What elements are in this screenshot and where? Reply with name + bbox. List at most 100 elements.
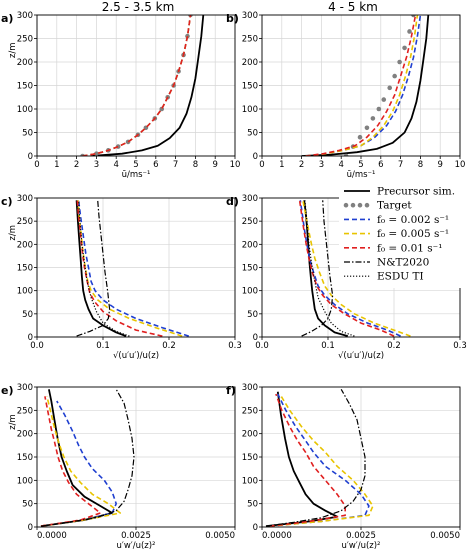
series-line-f-0-005-s bbox=[269, 393, 374, 527]
x-tick-label: 0.1 bbox=[321, 341, 335, 351]
y-tick-label: 50 bbox=[22, 500, 33, 510]
y-tick-label: 100 bbox=[17, 287, 33, 297]
y-tick-label: 100 bbox=[17, 105, 33, 115]
x-tick-label: 0.0050 bbox=[430, 531, 460, 541]
x-tick-label: 0 bbox=[34, 160, 39, 170]
column-title-right: 4 - 5 km bbox=[328, 0, 378, 14]
series-target-points bbox=[343, 15, 416, 156]
series-line-f-0-005-s bbox=[302, 200, 411, 337]
x-axis-label: u′w′/u(z)² bbox=[342, 541, 381, 551]
series-layer bbox=[75, 200, 190, 337]
x-tick-label: 6 bbox=[378, 160, 383, 170]
series-line-f-0-01-s bbox=[305, 15, 417, 156]
target-point bbox=[185, 33, 190, 39]
y-tick-label: 200 bbox=[242, 240, 258, 250]
x-tick-label: 0.0025 bbox=[346, 531, 376, 541]
x-tick-label: 8 bbox=[418, 160, 423, 170]
series-line-f-0-005-s bbox=[40, 396, 121, 527]
series-line-esdu-ti bbox=[78, 200, 130, 337]
panel-label: a) bbox=[1, 12, 13, 25]
series-layer bbox=[40, 389, 135, 527]
target-point bbox=[357, 134, 363, 140]
y-tick-label: 0 bbox=[28, 523, 33, 533]
x-tick-label: 0.1 bbox=[96, 341, 110, 351]
series-layer bbox=[80, 15, 205, 156]
x-tick-label: 6 bbox=[153, 160, 158, 170]
target-point bbox=[370, 116, 376, 121]
x-tick-label: 0.2 bbox=[387, 341, 401, 351]
series-target-points bbox=[80, 15, 193, 156]
legend-label: Precursor sim. bbox=[377, 186, 455, 198]
y-tick-label: 150 bbox=[17, 453, 33, 463]
y-tick-label: 50 bbox=[22, 310, 33, 320]
series-line-f-0-002-s bbox=[77, 200, 190, 337]
y-tick-label: 300 bbox=[242, 194, 258, 204]
x-tick-label: 10 bbox=[455, 160, 466, 170]
target-point bbox=[397, 59, 402, 65]
series-line-f-0-01-s bbox=[298, 200, 395, 337]
legend-marker-target bbox=[343, 202, 349, 208]
x-tick-label: 2 bbox=[299, 160, 304, 170]
y-tick-label: 100 bbox=[17, 476, 33, 486]
x-tick-label: 9 bbox=[437, 160, 442, 170]
y-axis-label: z/m bbox=[8, 225, 18, 241]
y-tick-label: 250 bbox=[242, 35, 258, 45]
x-tick-label: 9 bbox=[212, 160, 217, 170]
series-line-precursor-sim bbox=[265, 391, 339, 527]
x-tick-label: 7 bbox=[173, 160, 178, 170]
y-tick-label: 200 bbox=[17, 58, 33, 68]
series-line-f-0-01-s bbox=[82, 15, 192, 156]
series-line-precursor-sim bbox=[75, 200, 127, 337]
legend: Precursor sim. Target f₀ = 0.002 s⁻¹ f₀ = 0… bbox=[339, 184, 473, 288]
x-tick-label: 0.2 bbox=[162, 341, 176, 351]
y-tick-label: 200 bbox=[17, 430, 33, 440]
legend-label: f₀ = 0.005 s⁻¹ bbox=[377, 228, 449, 240]
target-point bbox=[376, 106, 382, 112]
x-tick-label: 0.0025 bbox=[121, 531, 151, 541]
x-tick-label: 0.0000 bbox=[37, 531, 67, 541]
y-tick-label: 50 bbox=[22, 129, 33, 139]
series-line-esdu-ti bbox=[304, 200, 355, 337]
y-tick-label: 150 bbox=[242, 453, 258, 463]
target-point bbox=[364, 125, 370, 131]
y-tick-label: 0 bbox=[253, 152, 258, 162]
y-tick-label: 300 bbox=[242, 383, 258, 393]
x-tick-label: 0.0 bbox=[255, 341, 269, 351]
x-axis-label: ū/ms⁻¹ bbox=[122, 170, 151, 180]
series-layer bbox=[298, 200, 411, 337]
target-point bbox=[387, 85, 393, 91]
y-tick-label: 100 bbox=[242, 105, 258, 115]
y-tick-label: 300 bbox=[17, 11, 33, 21]
y-tick-label: 200 bbox=[17, 240, 33, 250]
series-line-f-0-01-s bbox=[76, 200, 163, 337]
legend-marker-target bbox=[364, 202, 370, 208]
x-tick-label: 10 bbox=[230, 160, 241, 170]
x-tick-label: 0.0000 bbox=[262, 531, 292, 541]
y-tick-label: 250 bbox=[242, 406, 258, 416]
column-title-left: 2.5 - 3.5 km bbox=[102, 0, 175, 14]
y-tick-label: 50 bbox=[247, 310, 258, 320]
y-tick-label: 150 bbox=[17, 82, 33, 92]
target-point bbox=[94, 151, 99, 156]
x-tick-label: 3 bbox=[94, 160, 99, 170]
legend-marker-target bbox=[350, 202, 356, 208]
x-tick-label: 8 bbox=[193, 160, 198, 170]
target-point bbox=[392, 73, 397, 79]
x-axis-label: √(u′u′)/u(z) bbox=[338, 351, 384, 361]
series-line-f-0-002-s bbox=[299, 200, 401, 337]
panel-c: 0.0 0.1 0.2 0.3 0 50 100 150 200 250 300 c) z/m √(u′u… bbox=[1, 194, 242, 361]
y-axis-label: z/m bbox=[8, 42, 18, 58]
panel-a: 0 1 2 3 4 5 6 7 8 9 10050100150200250300a)z/mū/ms⁻… bbox=[1, 11, 240, 180]
x-tick-label: 1 bbox=[54, 160, 59, 170]
x-tick-label: 0.3 bbox=[228, 341, 242, 351]
y-tick-label: 300 bbox=[17, 194, 33, 204]
y-tick-label: 0 bbox=[253, 523, 258, 533]
y-tick-label: 150 bbox=[242, 82, 258, 92]
x-axis-label: ū/ms⁻¹ bbox=[347, 170, 376, 180]
series-layer bbox=[265, 389, 374, 527]
y-tick-label: 250 bbox=[17, 35, 33, 45]
panel-label: b) bbox=[226, 12, 239, 25]
target-point bbox=[343, 153, 349, 156]
